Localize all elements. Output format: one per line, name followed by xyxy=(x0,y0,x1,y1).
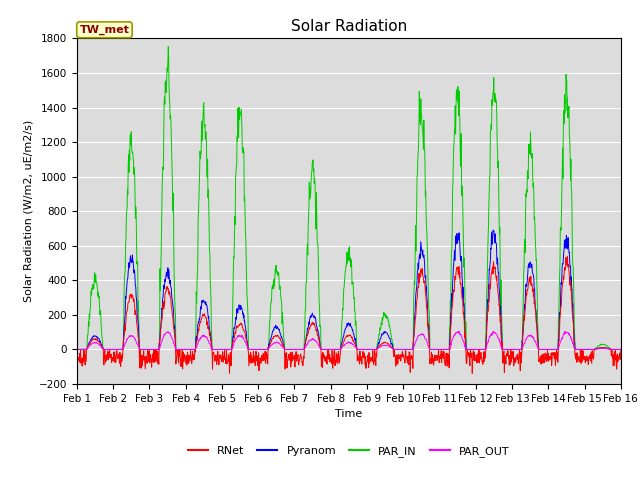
Legend: RNet, Pyranom, PAR_IN, PAR_OUT: RNet, Pyranom, PAR_IN, PAR_OUT xyxy=(184,442,514,461)
Y-axis label: Solar Radiation (W/m2, uE/m2/s): Solar Radiation (W/m2, uE/m2/s) xyxy=(23,120,33,302)
Title: Solar Radiation: Solar Radiation xyxy=(291,20,407,35)
X-axis label: Time: Time xyxy=(335,409,362,419)
Text: TW_met: TW_met xyxy=(79,24,129,35)
